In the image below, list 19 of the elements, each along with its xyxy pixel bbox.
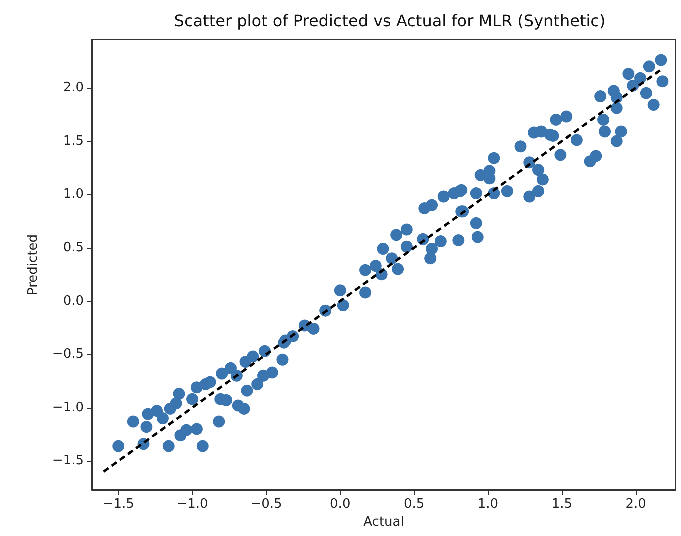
x-tick-label: 0.5: [404, 497, 425, 512]
x-tick-label: −1.5: [102, 497, 134, 512]
x-tick-label: 1.0: [478, 497, 499, 512]
y-tick-label: 2.0: [63, 80, 84, 96]
x-tick-label: −0.5: [250, 497, 282, 512]
y-tick-label: 0.5: [63, 240, 84, 256]
x-tick-label: 1.5: [552, 497, 572, 512]
y-axis-title: Predicted: [26, 234, 41, 296]
y-tick-label: −0.5: [52, 347, 84, 362]
y-tick-label: 1.0: [63, 187, 84, 202]
y-tick-label: −1.5: [52, 454, 84, 469]
x-axis-title: Actual: [364, 515, 404, 530]
x-tick-label: 2.0: [626, 497, 646, 512]
x-tick-label: −1.0: [176, 497, 208, 512]
y-tick-label: 1.5: [63, 134, 84, 149]
y-tick-label: −1.0: [52, 400, 84, 416]
y-tick-label: 0.0: [63, 294, 84, 309]
x-tick-label: 0.0: [330, 497, 351, 512]
chart-title: Scatter plot of Predicted vs Actual for MLR (Synthetic): [174, 12, 606, 30]
